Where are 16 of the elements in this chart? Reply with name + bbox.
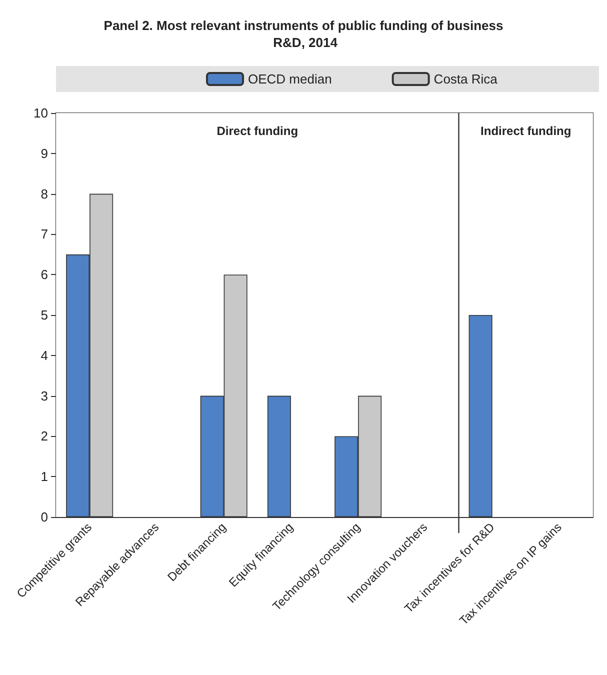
legend-label: OECD median — [248, 72, 332, 86]
y-tick-label: 0 — [40, 510, 48, 524]
y-tick-label: 2 — [40, 428, 48, 444]
y-tick-label: 10 — [34, 106, 48, 120]
y-tick-label: 7 — [40, 226, 48, 242]
band-label: Direct funding — [216, 124, 298, 138]
y-tick-label: 3 — [40, 388, 48, 404]
band-label: Indirect funding — [480, 124, 572, 138]
chart-title: Panel 2. Most relevant instruments of public funding of business R&D, 2014 — [104, 18, 504, 50]
y-tick-label: 5 — [40, 308, 48, 322]
y-tick-label: 8 — [40, 186, 48, 202]
y-tick-label: 6 — [40, 267, 48, 282]
y-tick-label: 4 — [40, 348, 48, 363]
legend-label: Costa Rica — [434, 72, 498, 86]
y-tick-label: 1 — [40, 469, 48, 484]
y-tick-label: 9 — [40, 146, 48, 161]
